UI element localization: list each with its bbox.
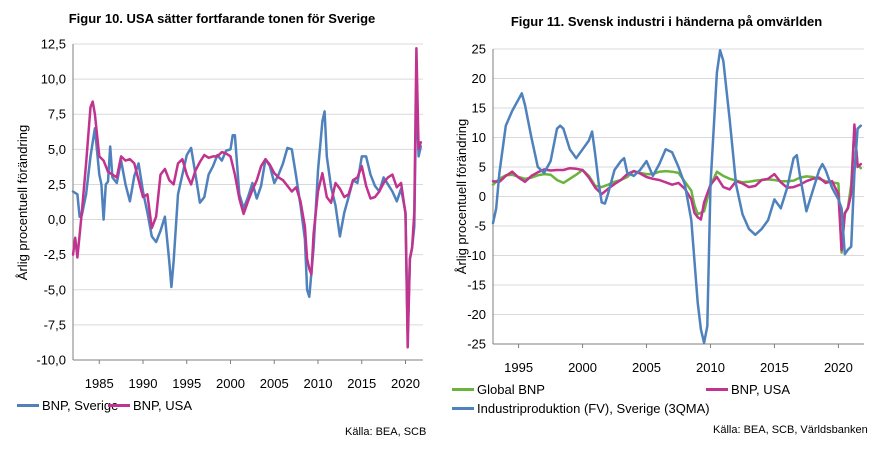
legend-swatch (452, 388, 474, 391)
source-note: Källa: BEA, SCB, Världsbanken (713, 424, 868, 436)
y-tick-label: 25 (472, 42, 486, 57)
y-tick-label: -10 (467, 248, 486, 263)
legend-swatch (452, 407, 474, 410)
y-tick-label: 10,0 (41, 72, 66, 87)
chart-title: Figur 11. Svensk industri i händerna på … (510, 14, 823, 29)
y-tick-label: -2,5 (44, 247, 66, 262)
y-tick-label: 12,5 (41, 37, 66, 52)
series-line-bnp-usa (71, 46, 423, 349)
legend-item-global-bnp: Global BNP (452, 382, 545, 397)
legend-label: Industriproduktion (FV), Sverige (3QMA) (477, 401, 710, 416)
y-tick-label: 0,0 (48, 212, 66, 227)
y-tick-label: 5,0 (48, 142, 66, 157)
series-line-bnp-sverige (71, 80, 423, 336)
y-tick-label: -5,0 (44, 282, 66, 297)
x-tick-label: 2000 (216, 376, 245, 391)
y-tick-label: 7,5 (48, 107, 66, 122)
x-tick-label: 2000 (568, 360, 597, 375)
x-tick-label: 1985 (85, 376, 114, 391)
legend-item-bnp-sverige: BNP, Sverige (17, 398, 118, 413)
x-tick-label: 2020 (391, 376, 420, 391)
x-tick-label: 1995 (504, 360, 533, 375)
chart-title: Figur 10. USA sätter fortfarande tonen f… (68, 11, 376, 26)
y-tick-label: -5 (474, 219, 486, 234)
y-tick-label: -10,0 (36, 353, 66, 368)
line-chart-gdp: 12,5 10,0 7,5 5,0 2,5 0,0 -2,5 -5,0 -7,5 -10,0 198… (36, 37, 423, 391)
legend-label: Global BNP (477, 382, 545, 397)
y-tick-label: -25 (467, 337, 486, 352)
series-line-industriproduktion-fv-sverige-3qma (491, 48, 863, 345)
series-line-bnp-usa (491, 123, 863, 252)
y-tick-label: 15 (472, 101, 486, 116)
x-tick-label: 2020 (824, 360, 853, 375)
legend-swatch (706, 388, 728, 391)
y-tick-label: -20 (467, 307, 486, 322)
series-line-global-bnp (491, 127, 863, 254)
legend-item-industriproduktion: Industriproduktion (FV), Sverige (3QMA) (452, 401, 710, 416)
legend-item-bnp-usa: BNP, USA (108, 398, 192, 413)
x-tick-label: 2015 (347, 376, 376, 391)
x-tick-label: 2010 (696, 360, 725, 375)
legend-label: BNP, Sverige (42, 398, 119, 413)
legend-label: BNP, USA (133, 398, 193, 413)
legend-swatch (17, 404, 39, 407)
y-tick-label: 2,5 (48, 177, 66, 192)
legend-item-bnp-usa: BNP, USA (706, 382, 790, 397)
y-tick-label: -7,5 (44, 317, 66, 332)
chart-panel-gdp: Figur 10. USA sätter fortfarande tonen f… (0, 0, 444, 455)
x-tick-label: 2015 (760, 360, 789, 375)
legend-label: BNP, USA (731, 382, 791, 397)
chart-panel-industry: Figur 11. Svensk industri i händerna på … (444, 0, 889, 455)
source-note: Källa: BEA, SCB (345, 426, 427, 438)
y-tick-label: 0 (479, 189, 486, 204)
x-tick-label: 2005 (260, 376, 289, 391)
legend-swatch (108, 404, 130, 407)
x-tick-label: 1990 (129, 376, 158, 391)
y-tick-label: 20 (472, 71, 486, 86)
x-tick-label: 2010 (304, 376, 333, 391)
x-tick-label: 2005 (632, 360, 661, 375)
x-tick-label: 1995 (172, 376, 201, 391)
y-tick-label: 10 (472, 130, 486, 145)
y-tick-label: 5 (479, 160, 486, 175)
y-tick-label: -15 (467, 278, 486, 293)
